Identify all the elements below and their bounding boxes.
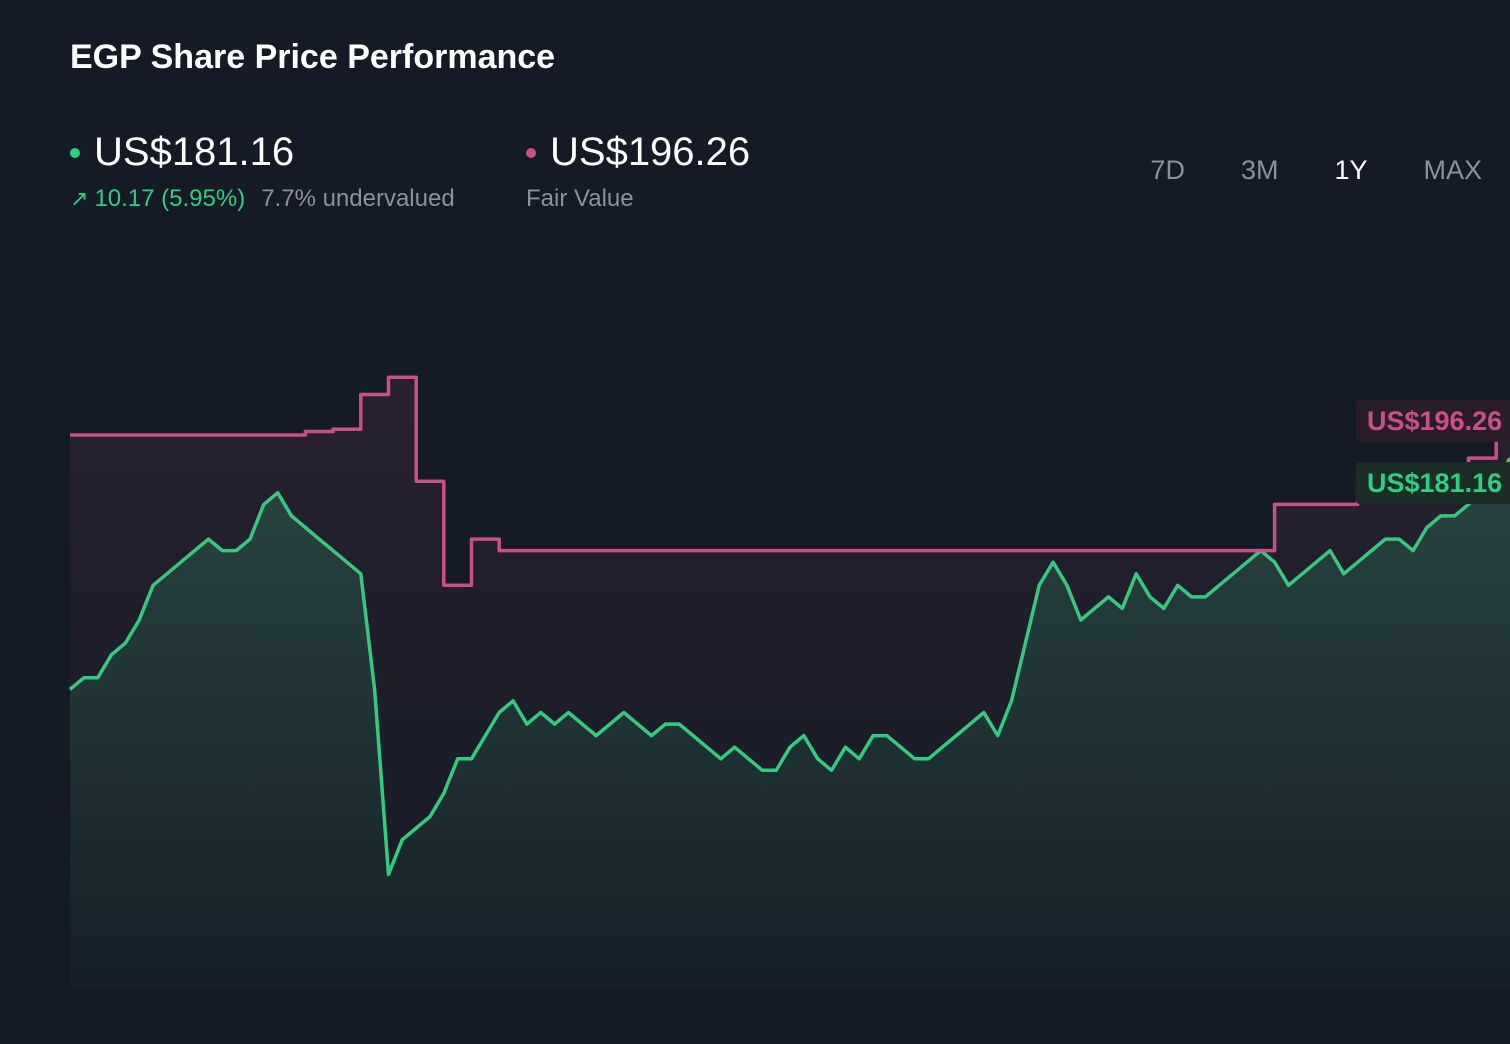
fair-value-label: Fair Value <box>526 185 634 212</box>
tab-7d[interactable]: 7D <box>1150 155 1185 185</box>
tab-1y[interactable]: 1Y <box>1334 155 1368 185</box>
current-price-block: US$181.16 ↗ 10.17 (5.95%) 7.7% undervalu… <box>70 130 455 213</box>
valuation-label: 7.7% undervalued <box>261 185 455 212</box>
end-label-text: US$181.16 <box>1367 468 1502 498</box>
share-price-end-label: US$181.16 <box>1356 462 1510 505</box>
price-legend-dot <box>70 147 80 158</box>
price-change: 10.17 (5.95%) <box>94 185 246 212</box>
end-label-bg <box>1356 399 1510 442</box>
fair-value-block: US$196.26 Fair Value <box>526 130 750 213</box>
fair-value-end-label: US$196.26 <box>1356 399 1510 442</box>
tab-3m[interactable]: 3M <box>1240 155 1279 185</box>
end-label-text: US$196.26 <box>1367 406 1502 436</box>
fair-value-area <box>70 377 1510 990</box>
tab-max[interactable]: MAX <box>1423 155 1482 185</box>
fair-value-legend-dot <box>526 147 536 158</box>
chart-title: EGP Share Price Performance <box>70 38 556 76</box>
end-label-bg <box>1356 462 1510 505</box>
arrow-up-right-icon: ↗ <box>70 186 89 211</box>
period-tabs: 7D 3M 1Y MAX <box>1122 155 1482 186</box>
current-price-value: US$181.16 <box>94 130 295 174</box>
fair-value-price: US$196.26 <box>550 130 751 174</box>
